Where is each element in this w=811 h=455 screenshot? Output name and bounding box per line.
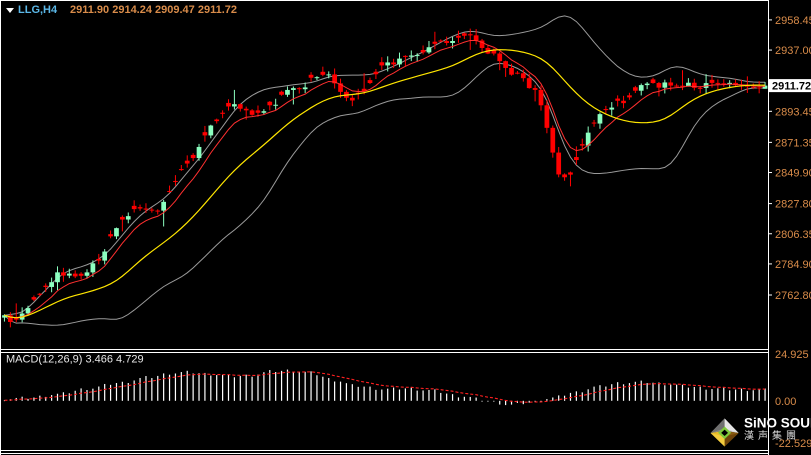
svg-text:2871.35: 2871.35 [775,137,811,149]
svg-text:2937.00: 2937.00 [775,45,811,57]
svg-text:0.00: 0.00 [775,396,796,408]
svg-text:2911.72: 2911.72 [772,81,811,93]
svg-text:MACD(12,26,9) 3.466 4.729: MACD(12,26,9) 3.466 4.729 [6,353,144,365]
svg-text:2762.80: 2762.80 [775,290,811,302]
svg-text:2849.90: 2849.90 [775,168,811,180]
svg-text:2827.80: 2827.80 [775,199,811,211]
svg-text:SiNO SOUND: SiNO SOUND [744,416,811,431]
svg-text:LLG,H4: LLG,H4 [18,4,58,16]
svg-text:漢声集團: 漢声集團 [744,429,800,442]
svg-text:2911.90 2914.24 2909.47 2911.7: 2911.90 2914.24 2909.47 2911.72 [70,4,237,16]
svg-text:2784.90: 2784.90 [775,259,811,271]
svg-text:2958.45: 2958.45 [775,15,811,27]
svg-text:2806.35: 2806.35 [775,229,811,241]
svg-text:2893.45: 2893.45 [775,106,811,118]
svg-text:24.925: 24.925 [775,349,809,361]
